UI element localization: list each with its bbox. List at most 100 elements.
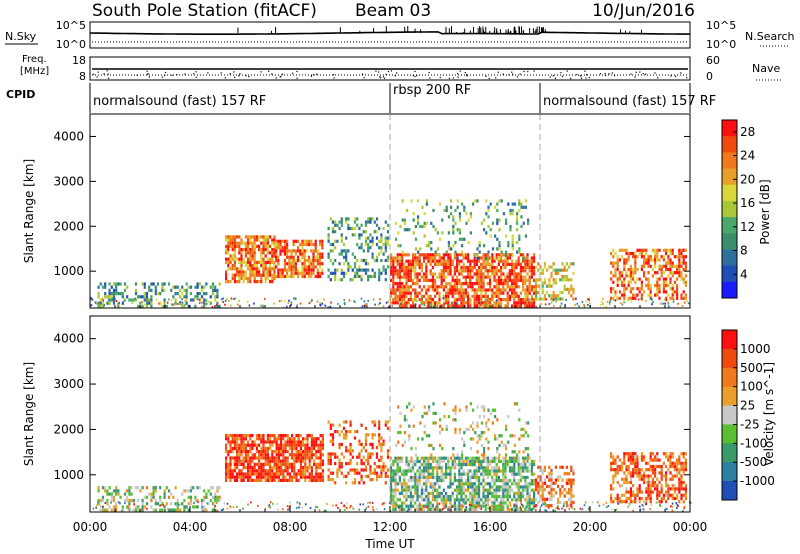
velocity-echo-cell bbox=[495, 498, 498, 502]
power-echo-cell bbox=[467, 266, 470, 270]
power-echo-cell bbox=[662, 248, 665, 252]
velocity-echo-cell bbox=[216, 498, 219, 503]
power-echo-cell bbox=[519, 301, 522, 305]
power-echo-cell bbox=[225, 280, 228, 284]
nave-dot bbox=[379, 77, 382, 79]
power-echo-cell bbox=[682, 255, 685, 259]
velocity-echo-cell bbox=[378, 423, 381, 427]
power-echo-cell bbox=[340, 252, 343, 256]
velocity-echo-cell bbox=[475, 491, 478, 495]
power-echo-cell bbox=[356, 271, 359, 275]
power-echo-cell bbox=[242, 257, 245, 261]
velocity-echo-cell bbox=[299, 456, 302, 460]
velocity-echo-cell bbox=[438, 463, 441, 467]
velocity-echo-cell bbox=[247, 434, 250, 438]
power-echo-cell bbox=[360, 242, 363, 247]
power-echo-cell bbox=[345, 252, 348, 256]
power-echo-cell bbox=[240, 251, 243, 255]
power-echo-cell bbox=[553, 304, 555, 307]
velocity-echo-cell bbox=[117, 492, 120, 496]
power-echo-cell bbox=[632, 251, 635, 256]
power-echo-cell bbox=[209, 301, 212, 305]
velocity-echo-cell bbox=[632, 490, 635, 494]
nave-dot bbox=[428, 71, 430, 74]
power-echo-cell bbox=[200, 295, 204, 299]
velocity-echo-cell bbox=[362, 446, 365, 450]
power-echo-cell bbox=[247, 260, 250, 264]
power-echo-cell bbox=[473, 291, 476, 295]
velocity-echo-cell bbox=[266, 478, 269, 482]
velocity-echo-cell bbox=[513, 479, 516, 483]
velocity-echo-cell bbox=[511, 482, 514, 486]
velocity-echo-cell bbox=[258, 450, 261, 454]
velocity-echo-cell bbox=[321, 459, 324, 463]
power-echo-cell bbox=[629, 287, 632, 291]
velocity-echo-cell bbox=[313, 437, 316, 441]
power-echo-cell bbox=[284, 300, 286, 303]
velocity-echo-cell bbox=[508, 501, 511, 505]
power-echo-cell bbox=[447, 266, 450, 270]
velocity-echo-cell bbox=[209, 492, 212, 496]
power-echo-cell bbox=[412, 262, 415, 266]
velocity-echo-cell bbox=[398, 469, 401, 473]
power-echo-cell bbox=[297, 258, 300, 263]
power-echo-cell bbox=[143, 282, 146, 286]
nave-dot bbox=[670, 75, 672, 77]
power-echo-cell bbox=[260, 304, 262, 307]
power-echo-cell bbox=[491, 256, 494, 260]
power-echo-cell bbox=[163, 288, 166, 292]
power-echo-cell bbox=[310, 242, 313, 247]
power-echo-cell bbox=[399, 224, 402, 229]
power-echo-cell bbox=[583, 305, 586, 308]
velocity-echo-cell bbox=[625, 452, 628, 456]
velocity-echo-cell bbox=[541, 497, 544, 501]
velocity-echo-cell bbox=[632, 468, 635, 472]
power-echo-cell bbox=[360, 268, 363, 272]
velocity-echo-cell bbox=[458, 491, 461, 495]
power-echo-cell bbox=[427, 253, 430, 257]
velocity-echo-cell bbox=[412, 504, 415, 508]
power-echo-cell bbox=[515, 278, 518, 282]
power-echo-cell bbox=[266, 267, 269, 271]
velocity-echo-cell bbox=[651, 471, 654, 475]
power-echo-cell bbox=[627, 274, 630, 278]
velocity-echo-cell bbox=[369, 455, 372, 459]
power-echo-cell bbox=[513, 269, 516, 273]
power-echo-cell bbox=[227, 257, 230, 261]
power-echo-cell bbox=[409, 269, 412, 273]
velocity-echo-cell bbox=[494, 408, 497, 412]
nave-dot bbox=[523, 70, 525, 73]
power-echo-cell bbox=[281, 274, 284, 279]
velocity-echo-cell bbox=[286, 443, 289, 447]
velocity-echo-cell bbox=[378, 465, 381, 469]
power-echo-cell bbox=[533, 253, 536, 257]
velocity-echo-cell bbox=[572, 494, 575, 498]
power-echo-cell bbox=[229, 267, 232, 271]
power-echo-cell bbox=[294, 271, 297, 275]
power-echo-cell bbox=[616, 283, 619, 288]
power-echo-cell bbox=[214, 298, 217, 302]
power-echo-cell bbox=[493, 285, 496, 289]
power-echo-cell bbox=[316, 262, 319, 266]
velocity-echo-cell bbox=[108, 492, 111, 496]
power-echo-cell bbox=[464, 278, 467, 282]
velocity-echo-cell bbox=[399, 411, 402, 415]
velocity-echo-cell bbox=[452, 408, 455, 412]
power-echo-cell bbox=[163, 301, 166, 305]
power-echo-cell bbox=[649, 297, 652, 300]
power-echo-cell bbox=[286, 268, 289, 272]
velocity-echo-cell bbox=[634, 496, 637, 501]
velocity-echo-cell bbox=[654, 455, 657, 459]
velocity-echo-cell bbox=[500, 440, 503, 444]
power-echo-cell bbox=[493, 259, 496, 263]
power-echo-cell bbox=[253, 264, 256, 268]
velocity-echo-cell bbox=[464, 472, 467, 476]
velocity-echo-cell bbox=[645, 487, 648, 491]
velocity-echo-cell bbox=[480, 421, 483, 425]
velocity-echo-cell bbox=[568, 491, 571, 495]
power-echo-cell bbox=[640, 293, 643, 297]
velocity-echo-cell bbox=[244, 434, 247, 438]
velocity-echo-cell bbox=[423, 488, 426, 492]
power-echo-cell bbox=[612, 261, 615, 265]
power-echo-cell bbox=[526, 259, 529, 263]
